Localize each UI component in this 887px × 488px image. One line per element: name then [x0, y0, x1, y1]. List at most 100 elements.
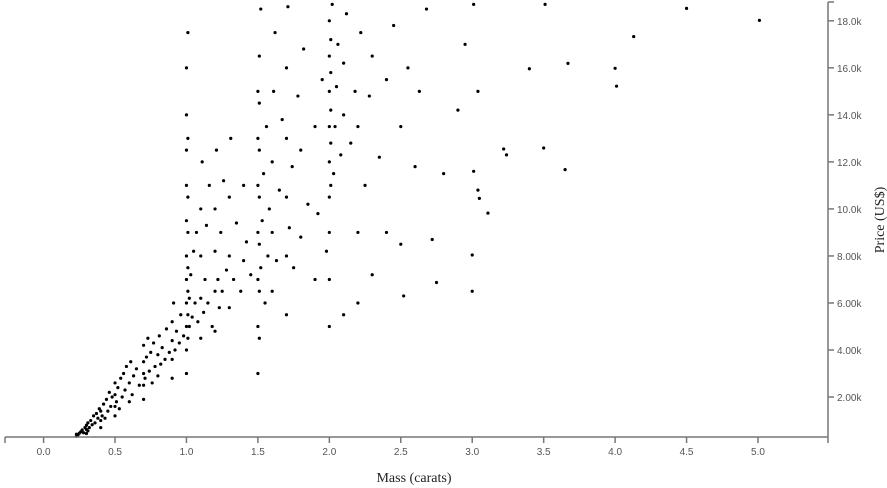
data-point	[232, 277, 236, 282]
data-point	[542, 146, 546, 150]
data-point	[334, 85, 339, 89]
data-point	[187, 296, 191, 300]
data-point	[156, 374, 160, 378]
data-point	[213, 289, 217, 293]
data-point	[116, 386, 120, 390]
data-point	[81, 431, 86, 435]
data-point	[199, 254, 203, 258]
data-point	[417, 89, 421, 93]
data-point	[502, 147, 506, 151]
data-point	[327, 54, 331, 58]
x-tick-label: 4.5	[680, 447, 694, 458]
data-point	[377, 155, 381, 159]
data-point	[137, 383, 141, 387]
data-point	[263, 301, 267, 305]
data-point	[227, 306, 231, 310]
data-point	[160, 346, 164, 350]
data-point	[463, 42, 467, 46]
data-point	[306, 202, 310, 206]
data-points	[74, 2, 762, 438]
data-point	[123, 388, 127, 392]
data-point	[214, 148, 219, 152]
data-point	[342, 61, 346, 65]
data-point	[284, 136, 289, 140]
data-point	[99, 425, 103, 430]
y-tick-label: 16.0k	[837, 64, 862, 75]
data-point	[296, 94, 300, 98]
data-point	[256, 183, 260, 188]
data-point	[324, 249, 329, 253]
data-point	[327, 19, 331, 23]
data-point	[256, 324, 260, 329]
data-point	[199, 336, 203, 340]
data-point	[184, 277, 189, 282]
data-point	[476, 188, 480, 192]
data-point	[632, 34, 636, 39]
data-point	[259, 7, 263, 11]
data-point	[153, 364, 157, 369]
data-point	[97, 407, 101, 411]
data-point	[277, 188, 281, 192]
data-point	[186, 230, 190, 235]
data-point	[113, 381, 117, 385]
data-point	[239, 289, 243, 293]
data-point	[563, 168, 567, 172]
data-point	[470, 253, 474, 257]
y-axis-title: Price (US$)	[873, 186, 887, 253]
data-point	[199, 296, 203, 300]
data-point	[87, 425, 91, 430]
data-point	[227, 195, 231, 199]
data-point	[757, 18, 762, 22]
data-point	[284, 313, 289, 317]
x-tick-label: 2.0	[322, 447, 336, 458]
data-point	[124, 364, 129, 369]
data-point	[329, 70, 333, 75]
data-point	[202, 310, 206, 314]
data-point	[90, 423, 94, 427]
data-point	[476, 89, 480, 93]
data-point	[190, 315, 194, 319]
x-tick-label: 1.0	[180, 447, 194, 458]
data-point	[342, 113, 346, 117]
data-point	[342, 313, 346, 317]
data-point	[172, 301, 176, 305]
x-tick-label: 1.5	[251, 447, 265, 458]
y-tick-label: 8.00k	[837, 252, 862, 263]
data-point	[356, 301, 360, 305]
data-point	[170, 320, 174, 324]
data-point	[402, 294, 406, 298]
data-point	[184, 219, 189, 223]
data-point	[302, 47, 306, 51]
data-point	[260, 219, 264, 223]
data-point	[113, 404, 117, 409]
data-point	[130, 393, 134, 397]
data-point	[213, 207, 217, 211]
data-point	[434, 280, 439, 285]
data-point	[141, 343, 146, 347]
data-point	[120, 395, 124, 399]
data-point	[257, 101, 261, 105]
data-point	[329, 38, 333, 42]
data-point	[170, 338, 174, 343]
data-point	[257, 195, 261, 199]
data-point	[99, 409, 103, 413]
data-point	[316, 212, 320, 216]
data-point	[94, 411, 99, 416]
data-point	[242, 183, 246, 188]
y-tick-label: 10.0k	[837, 205, 862, 216]
data-point	[167, 350, 171, 354]
data-point	[96, 416, 100, 420]
x-tick-label: 3.0	[465, 447, 479, 458]
data-point	[442, 172, 446, 176]
y-tick-label: 12.0k	[837, 158, 862, 169]
data-point	[406, 66, 410, 70]
data-point	[203, 277, 207, 282]
data-point	[80, 428, 84, 432]
data-point	[399, 125, 403, 129]
data-point	[424, 7, 429, 11]
data-point	[184, 254, 189, 258]
data-point	[367, 94, 371, 98]
data-point	[131, 374, 136, 378]
data-point	[292, 266, 296, 270]
x-tick-label: 5.0	[751, 447, 765, 458]
